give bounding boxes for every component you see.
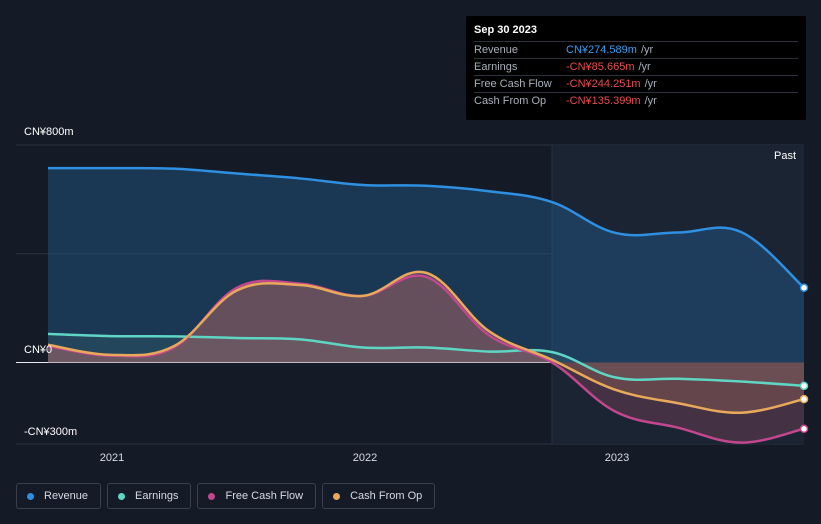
tooltip-label: Cash From Op <box>474 95 547 107</box>
series-endpoints <box>799 283 809 434</box>
fcf-endpoint <box>799 424 809 434</box>
past-label: Past <box>774 150 797 162</box>
legend-label: Revenue <box>44 490 89 502</box>
revenue-line <box>47 166 805 289</box>
tooltip-unit: /yr <box>640 44 654 56</box>
tooltip-label: Free Cash Flow <box>474 78 552 90</box>
legend-label: Cash From Op <box>350 490 423 502</box>
tooltip-value: -CN¥244.251m <box>566 78 641 90</box>
legend-item-earnings[interactable]: Earnings <box>107 483 192 509</box>
tooltip-value: -CN¥135.399m <box>566 95 641 107</box>
series-lines <box>47 166 805 444</box>
tooltip-label: Earnings <box>474 61 518 73</box>
earnings-endpoint <box>799 381 809 391</box>
chart-legend: Revenue Earnings Free Cash Flow Cash Fro… <box>16 483 441 509</box>
legend-dot-icon <box>27 492 34 500</box>
revenue-area <box>48 168 804 363</box>
x-tick-label: 2021 <box>99 452 125 464</box>
past-region <box>551 145 804 444</box>
tooltip-row-fcf: Free Cash Flow -CN¥244.251m /yr <box>474 75 798 92</box>
legend-label: Free Cash Flow <box>225 490 304 502</box>
tooltip-label: Revenue <box>474 44 519 56</box>
legend-item-cfo[interactable]: Cash From Op <box>322 483 436 509</box>
y-tick-label: CN¥800m <box>24 126 74 138</box>
past-shade <box>552 145 804 444</box>
earnings-area <box>48 333 804 386</box>
cfo-endpoint <box>799 394 809 404</box>
x-tick-label: 2022 <box>352 452 378 464</box>
revenue-endpoint <box>799 283 809 292</box>
tooltip-unit: /yr <box>644 95 657 107</box>
legend-dot-icon <box>118 492 126 500</box>
tooltip-date: Sep 30 2023 <box>474 24 537 36</box>
tooltip-unit: /yr <box>638 61 651 73</box>
earnings-line <box>47 332 805 388</box>
cfo-line <box>47 270 805 414</box>
tooltip-row-revenue: Revenue CN¥274.589m /yr <box>474 41 798 58</box>
tooltip-value: CN¥274.589m <box>566 44 637 56</box>
tooltip-unit: /yr <box>644 78 657 90</box>
fcf-area <box>48 275 804 443</box>
tooltip-row-earnings: Earnings -CN¥85.665m /yr <box>474 58 798 75</box>
legend-label: Earnings <box>135 490 179 502</box>
legend-item-fcf[interactable]: Free Cash Flow <box>197 483 317 509</box>
x-tick-label: 2023 <box>604 452 630 464</box>
tooltip-row-cfo: Cash From Op -CN¥135.399m /yr <box>474 92 798 109</box>
tooltip-value: -CN¥85.665m <box>566 61 635 73</box>
data-tooltip: Sep 30 2023 Revenue CN¥274.589m /yr Earn… <box>466 16 806 120</box>
legend-dot-icon <box>333 492 341 500</box>
y-tick-label: -CN¥300m <box>24 426 78 438</box>
legend-dot-icon <box>208 492 216 500</box>
legend-item-revenue[interactable]: Revenue <box>16 483 102 509</box>
y-tick-label: CN¥0 <box>24 344 53 356</box>
